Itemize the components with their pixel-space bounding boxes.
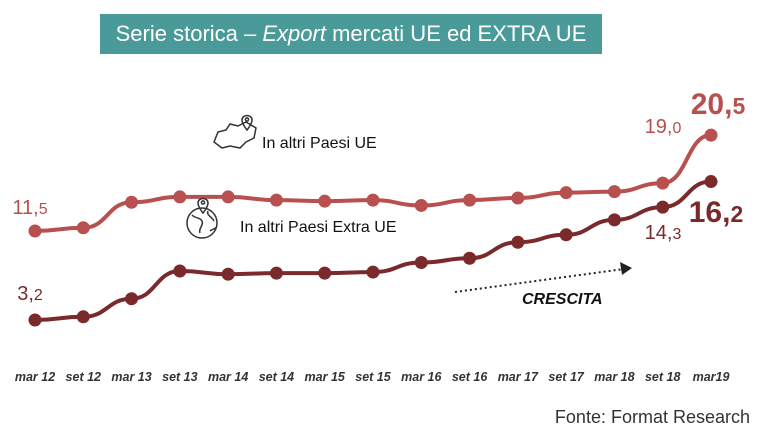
data-point [366,193,380,207]
data-label: 20,5 [691,88,746,121]
data-point [704,128,718,142]
data-label: 3,2 [17,283,43,305]
x-tick-label: mar 16 [401,370,442,384]
chart-title: Serie storica – Export mercati UE ed EXT… [100,14,602,54]
x-tick-label: set 18 [645,370,680,384]
data-point [125,195,139,209]
data-point [28,313,42,327]
data-point [173,190,187,204]
title-suffix: mercati UE ed EXTRA UE [325,21,587,46]
data-point [221,190,235,204]
series-label-ue: In altri Paesi UE [213,114,377,152]
data-point [173,264,187,278]
series-layer [28,128,718,327]
data-point [318,266,332,280]
globe-pin-icon [186,197,218,239]
data-point [511,191,525,205]
x-tick-label: mar19 [693,370,730,384]
data-point [28,224,42,238]
title-prefix: Serie storica – [115,21,263,46]
label-layer: 11,5 19,0 20,5 3,2 14,3 16,2 [12,88,745,305]
data-point [607,213,621,227]
data-point [318,194,332,208]
x-tick-label: set 13 [162,370,197,384]
data-point [704,175,718,189]
data-point [463,193,477,207]
series-label-text: In altri Paesi Extra UE [240,219,397,236]
data-point [366,265,380,279]
series-label-extra-ue: In altri Paesi Extra UE [186,197,397,239]
data-point [607,185,621,199]
x-tick-label: mar 17 [498,370,539,384]
x-tick-label: mar 15 [305,370,346,384]
x-tick-label: mar 13 [111,370,151,384]
data-label: 11,5 [12,197,47,219]
data-point [656,176,670,190]
x-tick-label: set 17 [548,370,584,384]
growth-label: CRESCITA [522,291,603,308]
title-italic: Export [262,21,326,46]
data-label: 16,2 [689,196,744,229]
source-note: Fonte: Format Research [554,407,750,427]
data-point [414,255,428,269]
data-point [269,193,283,207]
data-point [559,186,573,200]
data-label: 14,3 [645,222,682,244]
x-tick-label: set 15 [355,370,391,384]
data-point [76,221,90,235]
data-point [559,228,573,242]
data-point [463,251,477,265]
europe-map-pin-icon [213,114,257,149]
data-point [125,292,139,306]
data-point [76,310,90,324]
x-axis-ticks: mar 12 set 12 mar 13 set 13 mar 14 set 14 mar … [15,370,730,384]
data-point [414,198,428,212]
x-tick-label: mar 14 [208,370,248,384]
x-tick-label: set 16 [452,370,488,384]
growth-arrow: CRESCITA [454,262,632,308]
data-label: 19,0 [645,116,682,138]
data-point [656,200,670,214]
x-tick-label: mar 12 [15,370,55,384]
data-point [221,267,235,281]
x-tick-label: mar 18 [594,370,634,384]
x-tick-label: set 14 [259,370,294,384]
x-tick-label: set 12 [66,370,101,384]
data-point [269,266,283,280]
data-point [511,235,525,249]
series-label-text: In altri Paesi UE [262,135,377,152]
